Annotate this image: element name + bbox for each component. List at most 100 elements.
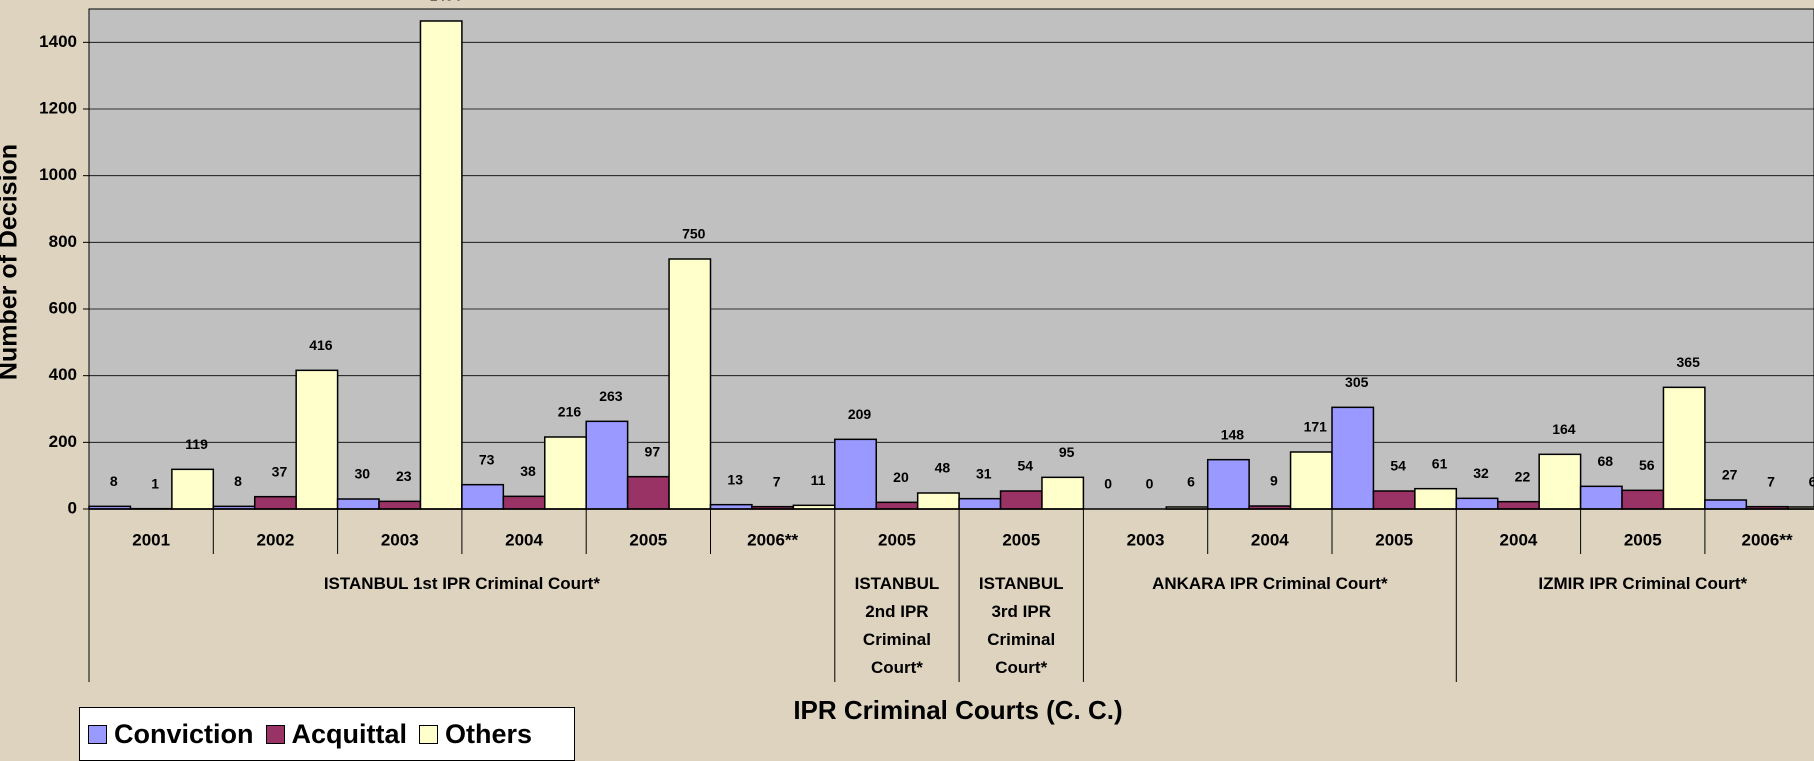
- value-label: 0: [1104, 476, 1112, 492]
- y-tick-label: 600: [49, 298, 77, 317]
- legend-item: Others: [419, 719, 532, 750]
- x-tick-label: 2006**: [747, 530, 798, 549]
- value-label: 23: [396, 468, 412, 484]
- bar: [1579, 485, 1623, 510]
- y-tick-label: 800: [49, 232, 77, 251]
- group-label: ISTANBUL 1st IPR Criminal Court*: [323, 574, 600, 593]
- x-tick-label: 2003: [381, 530, 419, 549]
- value-label: 22: [1515, 468, 1531, 484]
- bar: [1662, 386, 1706, 510]
- value-label: 171: [1304, 419, 1328, 435]
- x-tick-label: 2004: [505, 530, 543, 549]
- value-label: 305: [1345, 374, 1369, 390]
- value-label: 416: [309, 337, 333, 353]
- y-tick-label: 0: [68, 498, 77, 517]
- x-tick-label: 2005: [878, 530, 916, 549]
- value-label: 27: [1722, 467, 1738, 483]
- value-label: 38: [520, 463, 536, 479]
- bar: [502, 495, 546, 510]
- value-label: 20: [893, 469, 909, 485]
- bar: [336, 498, 380, 510]
- bar: [1041, 476, 1085, 510]
- legend-item: Acquittal: [265, 718, 408, 750]
- x-tick-label: 2005: [1624, 530, 1662, 549]
- x-tick-label: 2005: [1375, 530, 1413, 549]
- value-label: 263: [599, 388, 623, 404]
- value-label: 68: [1598, 453, 1614, 469]
- x-tick-label: 2004: [1251, 530, 1289, 549]
- bar: [958, 497, 1002, 510]
- legend-swatch: [88, 724, 107, 744]
- y-tick-label: 400: [49, 365, 77, 384]
- value-label: 30: [355, 466, 371, 482]
- value-label: 164: [1552, 421, 1576, 437]
- x-tick-label: 2004: [1500, 530, 1538, 549]
- value-label: 0: [1146, 476, 1154, 492]
- value-label: 61: [1432, 455, 1448, 471]
- bar: [419, 20, 463, 510]
- group-label: IZMIR IPR Criminal Court*: [1538, 574, 1748, 593]
- bar: [171, 468, 215, 510]
- value-label: 6: [1809, 474, 1814, 490]
- bar: [875, 501, 919, 510]
- y-tick-label: 1000: [39, 165, 77, 184]
- x-tick-label: 2002: [257, 530, 295, 549]
- x-axis-title: IPR Criminal Courts (C. C.): [793, 695, 1122, 725]
- bar: [1455, 497, 1499, 510]
- bar: [626, 475, 670, 510]
- value-label: 13: [727, 471, 743, 487]
- group-label: ISTANBUL 2nd IPR Criminal Court*: [854, 574, 940, 677]
- bar: [1704, 499, 1748, 510]
- value-label: 48: [935, 460, 951, 476]
- bar: [1206, 458, 1250, 510]
- value-label: 1: [151, 475, 159, 491]
- bar: [916, 492, 960, 510]
- value-label: 37: [272, 463, 288, 479]
- bar: [1289, 451, 1333, 510]
- value-label: 31: [976, 465, 992, 481]
- legend: Conviction Acquittal Others: [79, 707, 575, 761]
- value-label: 216: [558, 404, 582, 420]
- y-axis-title: Number of Decision: [0, 144, 23, 380]
- value-label: 7: [773, 473, 781, 489]
- bar: [668, 258, 712, 510]
- value-label: 7: [1767, 473, 1775, 489]
- value-label: 54: [1017, 458, 1033, 474]
- x-tick-label: 2003: [1127, 530, 1165, 549]
- bar: [999, 490, 1043, 510]
- x-tick-label: 2001: [132, 530, 170, 549]
- legend-swatch: [419, 724, 439, 744]
- value-label: 8: [234, 473, 242, 489]
- bar: [1538, 453, 1582, 510]
- value-label: 73: [479, 451, 495, 467]
- value-label: 119: [185, 436, 208, 452]
- x-tick-label: 2005: [629, 530, 667, 549]
- legend-label: Others: [445, 718, 533, 749]
- value-label: 54: [1390, 458, 1406, 474]
- value-label: 6: [1187, 474, 1195, 490]
- bar: [1496, 500, 1540, 510]
- value-label: 9: [1270, 473, 1278, 489]
- value-label: 8: [110, 473, 118, 489]
- group-label: ISTANBUL 3rd IPR Criminal Court*: [978, 574, 1064, 677]
- group-label: ANKARA IPR Criminal Court*: [1152, 574, 1388, 593]
- x-tick-label: 2006**: [1742, 530, 1793, 549]
- bar: [461, 483, 505, 510]
- legend-item: Conviction: [88, 719, 254, 750]
- y-tick-label: 1200: [39, 98, 77, 117]
- legend-label: Conviction: [114, 718, 254, 749]
- bar: [378, 500, 422, 510]
- bar: [1621, 489, 1665, 510]
- value-label: 56: [1639, 457, 1655, 473]
- y-tick-label: 1400: [39, 32, 77, 51]
- bar: [1372, 490, 1416, 510]
- bar: [585, 420, 629, 510]
- value-label: 97: [645, 443, 661, 459]
- bar: [1414, 487, 1458, 510]
- value-label: 95: [1059, 444, 1075, 460]
- legend-label: Acquittal: [291, 718, 408, 749]
- x-tick-label: 2005: [1002, 530, 1040, 549]
- value-label: 365: [1677, 354, 1701, 370]
- y-tick-label: 200: [49, 432, 77, 451]
